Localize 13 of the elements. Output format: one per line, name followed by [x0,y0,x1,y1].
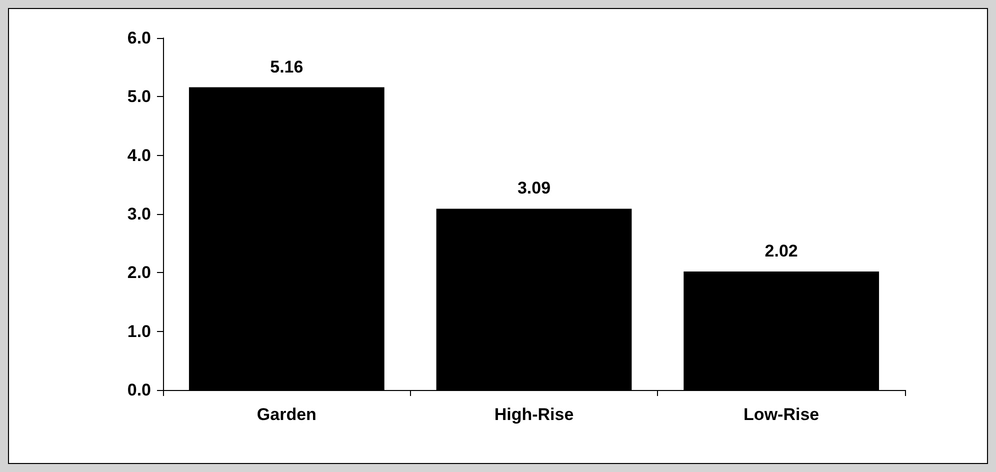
y-tick-label: 6.0 [127,28,151,48]
y-tick-label: 5.0 [127,87,151,106]
x-tick-label: Garden [256,405,316,424]
data-label: 2.02 [764,241,798,260]
y-tick-label: 3.0 [127,204,151,224]
y-tick-label: 1.0 [127,322,151,341]
y-tick-label: 0.0 [127,380,151,400]
y-tick-label: 2.0 [127,263,151,282]
data-label: 5.16 [270,57,304,76]
data-label: 3.09 [517,178,551,198]
x-tick-label: High-Rise [494,405,574,424]
x-tick-label: Low-Rise [744,405,820,424]
y-tick-label: 4.0 [127,146,151,165]
